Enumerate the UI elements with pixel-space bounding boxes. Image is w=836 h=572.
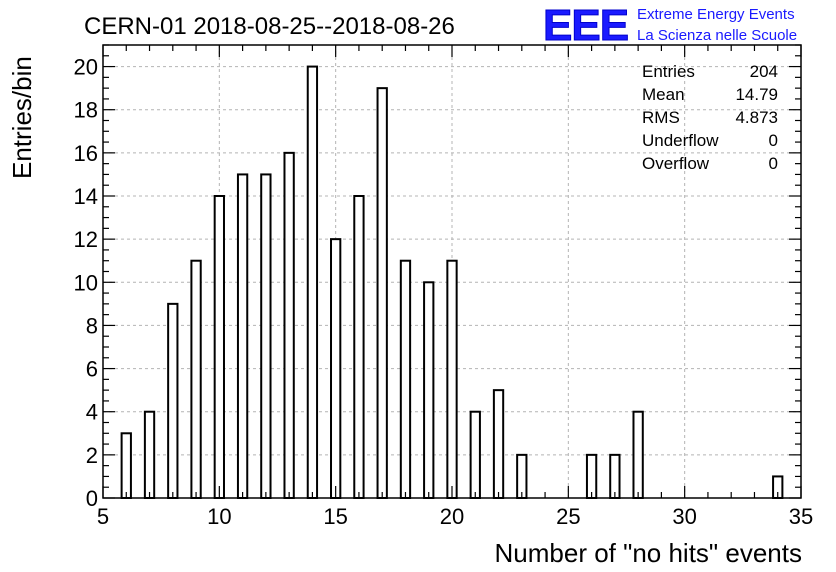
histogram-bar xyxy=(516,453,528,500)
x-tick-label: 30 xyxy=(672,504,696,529)
logo-line-1: Extreme Energy Events xyxy=(637,6,795,23)
eee-logo: EEE Extreme Energy Events La Scienza nel… xyxy=(543,1,798,51)
histogram-bar xyxy=(236,173,249,500)
histogram-bar xyxy=(353,195,365,499)
histogram-bar xyxy=(492,389,505,499)
stats-value: 0 xyxy=(769,154,778,173)
x-axis: 5 10 15 20 25 30 35 xyxy=(97,45,813,529)
x-tick-label: 15 xyxy=(323,504,347,529)
stats-value: 4.873 xyxy=(735,108,778,127)
stats-value: 14.79 xyxy=(735,85,778,104)
histogram-bar xyxy=(376,87,388,500)
histogram-bar xyxy=(330,238,342,499)
x-axis-title: Number of "no hits" events xyxy=(495,538,803,568)
logo-mark: EEE xyxy=(543,1,628,50)
histogram-bar xyxy=(469,410,481,500)
histogram-bar xyxy=(306,65,319,499)
stats-value: 204 xyxy=(750,62,778,81)
histogram-bar xyxy=(283,151,295,499)
histogram-bar xyxy=(399,259,412,500)
histogram-bar xyxy=(167,302,179,499)
y-tick-label: 6 xyxy=(86,357,98,382)
stats-box: Entries 204 Mean 14.79 RMS 4.873 Underflow 0 Ove… xyxy=(642,62,778,173)
y-tick-label: 0 xyxy=(86,486,98,511)
bars xyxy=(120,65,784,500)
chart-title: CERN-01 2018-08-25--2018-08-26 xyxy=(84,13,455,40)
x-tick-label: 35 xyxy=(789,504,813,529)
histogram-bar xyxy=(213,195,225,499)
histogram-bar xyxy=(632,410,644,500)
histogram-bar xyxy=(260,173,272,500)
x-tick-label: 5 xyxy=(97,504,109,529)
y-tick-label: 8 xyxy=(86,313,98,338)
x-tick-label: 25 xyxy=(556,504,580,529)
y-axis: 0 2 4 6 8 10 12 14 16 18 20 xyxy=(74,44,801,511)
y-tick-label: 2 xyxy=(86,443,98,468)
y-tick-label: 14 xyxy=(74,184,98,209)
stats-label: RMS xyxy=(642,108,680,127)
histogram-bar xyxy=(585,453,598,500)
y-tick-label: 18 xyxy=(74,98,98,123)
histogram-bar xyxy=(120,432,132,499)
stats-label: Mean xyxy=(642,85,685,104)
stats-label: Entries xyxy=(642,62,695,81)
histogram-bar xyxy=(446,259,458,500)
y-tick-label: 20 xyxy=(74,55,98,80)
logo-line-2: La Scienza nelle Scuole xyxy=(637,27,797,44)
histogram-bar xyxy=(423,281,435,499)
stats-label: Underflow xyxy=(642,131,719,150)
y-tick-label: 16 xyxy=(74,141,98,166)
y-tick-label: 4 xyxy=(86,400,98,425)
histogram-bar xyxy=(143,410,156,500)
stats-value: 0 xyxy=(769,131,778,150)
histogram-bar xyxy=(190,259,202,500)
histogram-bar xyxy=(609,453,621,500)
stats-label: Overflow xyxy=(642,154,710,173)
x-tick-label: 20 xyxy=(440,504,464,529)
x-tick-label: 10 xyxy=(207,504,231,529)
y-tick-label: 10 xyxy=(74,270,98,295)
y-tick-label: 12 xyxy=(74,227,98,252)
y-axis-title: Entries/bin xyxy=(7,56,37,179)
